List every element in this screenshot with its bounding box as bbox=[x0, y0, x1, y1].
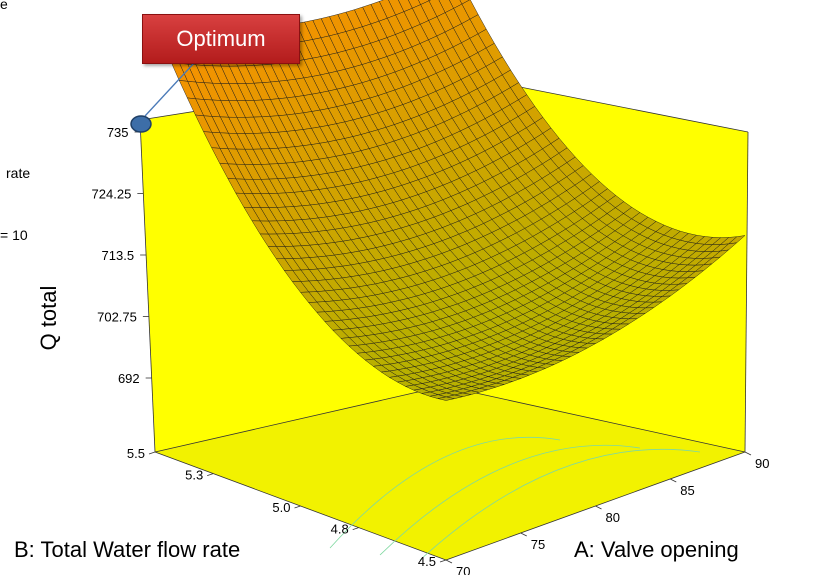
axis-ticks: 692 702.75 713.5 724.25 735 4.5 4.8 5.0 5.3 5.5 70… bbox=[92, 125, 770, 575]
z-axis-title: Q total bbox=[36, 286, 61, 351]
floor-contour bbox=[329, 436, 561, 549]
floor-plane bbox=[155, 386, 745, 560]
y-tick-label: 5.5 bbox=[127, 446, 145, 461]
box-edge bbox=[744, 131, 749, 453]
side-fragment-2: rate bbox=[6, 165, 30, 181]
floor-contours bbox=[329, 436, 701, 561]
x-tick-label: 85 bbox=[680, 483, 694, 498]
box-edge bbox=[443, 385, 746, 453]
y-tick-mark bbox=[148, 451, 156, 455]
y-tick-label: 5.0 bbox=[272, 500, 290, 515]
x-tick-label: 75 bbox=[531, 537, 545, 552]
floor-contour bbox=[419, 448, 701, 561]
z-tick-label: 702.75 bbox=[97, 310, 137, 325]
y-tick-mark bbox=[352, 527, 359, 530]
x-tick-mark bbox=[445, 559, 453, 564]
box-edge bbox=[154, 385, 445, 453]
surface-cell bbox=[437, 396, 455, 401]
x-tick-mark bbox=[670, 478, 677, 483]
y-tick-mark bbox=[439, 559, 447, 563]
callout-leader-line bbox=[144, 61, 196, 117]
y-axis-title: B: Total Water flow rate bbox=[14, 537, 240, 562]
x-tick-label: 80 bbox=[606, 510, 620, 525]
box-edge bbox=[139, 119, 156, 453]
side-fragment-3: = 10 bbox=[0, 227, 28, 243]
side-fragment-1: e bbox=[0, 0, 8, 12]
y-tick-mark bbox=[294, 505, 301, 509]
x-axis-title: A: Valve opening bbox=[574, 537, 739, 562]
x-tick-label: 70 bbox=[456, 564, 470, 575]
x-tick-mark bbox=[744, 451, 752, 456]
z-tick-label: 735 bbox=[107, 125, 129, 140]
x-tick-mark bbox=[520, 532, 527, 537]
optimum-callout: Optimum bbox=[142, 14, 300, 64]
floor-contour bbox=[379, 444, 641, 556]
optimum-marker bbox=[130, 115, 152, 133]
x-tick-label: 90 bbox=[755, 456, 769, 471]
y-tick-label: 4.5 bbox=[418, 554, 436, 569]
y-tick-mark bbox=[207, 473, 214, 476]
y-tick-label: 5.3 bbox=[185, 468, 203, 483]
x-tick-mark bbox=[595, 505, 602, 510]
z-tick-label: 692 bbox=[118, 371, 140, 386]
z-tick-label: 713.5 bbox=[102, 248, 135, 263]
y-tick-label: 4.8 bbox=[331, 522, 349, 537]
z-tick-label: 724.25 bbox=[92, 187, 132, 202]
